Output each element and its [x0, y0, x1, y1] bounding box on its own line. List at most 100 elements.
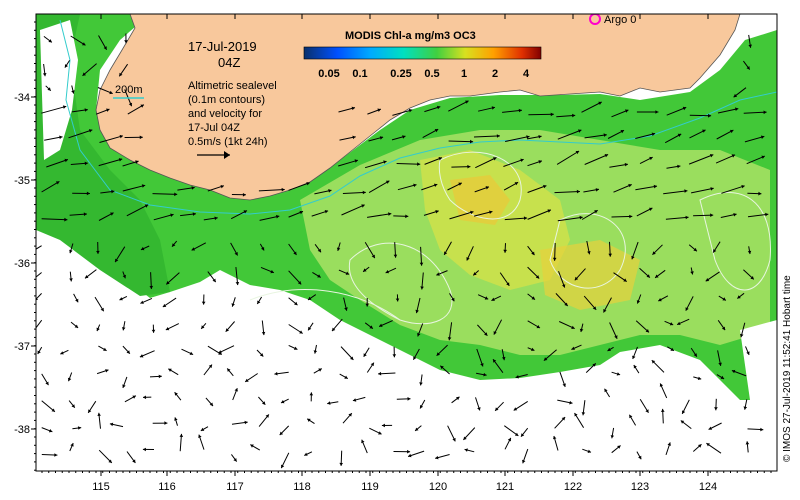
velocity-arrowhead [491, 106, 495, 110]
velocity-arrowhead [713, 249, 717, 253]
velocity-arrowhead [571, 346, 575, 350]
velocity-arrowhead [307, 418, 311, 422]
velocity-arrowhead [624, 162, 628, 167]
velocity-arrowhead [64, 217, 68, 222]
velocity-arrowhead [110, 212, 114, 216]
velocity-arrow [41, 218, 68, 221]
velocity-arrow [368, 180, 390, 194]
velocity-arrow [99, 135, 124, 143]
velocity-arrowhead [115, 258, 119, 263]
velocity-arrowhead [395, 298, 400, 302]
velocity-arrowhead [514, 182, 519, 186]
velocity-arrowhead [141, 184, 146, 188]
velocity-arrowhead [470, 139, 474, 144]
velocity-arrowhead [693, 247, 697, 252]
velocity-arrow [420, 246, 423, 266]
velocity-arrowhead [245, 378, 249, 382]
velocity-arrowhead [45, 381, 49, 386]
velocity-arrowhead [86, 191, 90, 196]
velocity-arrowhead [234, 388, 238, 392]
velocity-arrowhead [714, 407, 718, 411]
velocity-arrowhead [572, 113, 576, 118]
velocity-arrowhead [608, 253, 612, 257]
velocity-arrowhead [88, 129, 93, 133]
velocity-arrowhead [201, 301, 206, 305]
velocity-arrow [258, 189, 285, 192]
velocity-arrow [631, 241, 639, 260]
velocity-arrowhead [748, 44, 752, 48]
velocity-arrowhead [698, 444, 702, 448]
x-tick-label: 124 [699, 481, 717, 493]
velocity-arrow [504, 135, 530, 142]
velocity-arrowhead [317, 274, 321, 278]
velocity-arrowhead [139, 135, 143, 140]
velocity-arrowhead [438, 157, 442, 161]
velocity-arrowhead [447, 337, 452, 341]
velocity-arrow [688, 154, 714, 165]
velocity-arrowhead [408, 108, 413, 113]
velocity-arrowhead [434, 129, 439, 133]
velocity-arrowhead [42, 73, 47, 77]
velocity-arrowhead [638, 455, 642, 460]
velocity-arrowhead [55, 181, 60, 185]
velocity-arrow [503, 158, 524, 167]
y-tick-label: -38 [14, 424, 30, 436]
velocity-arrowhead [106, 108, 110, 112]
velocity-arrowhead [293, 251, 297, 255]
velocity-arrow [557, 129, 582, 140]
velocity-arrowhead [97, 412, 101, 416]
velocity-arrowhead [36, 297, 39, 301]
velocity-arrowhead [722, 297, 726, 301]
velocity-arrow [554, 191, 580, 194]
velocity-arrow [41, 105, 67, 114]
velocity-arrowhead [746, 351, 750, 355]
velocity-arrow [340, 346, 354, 361]
velocity-arrowhead [413, 356, 417, 360]
velocity-arrowhead [51, 408, 55, 412]
velocity-arrowhead [261, 247, 265, 251]
velocity-arrowhead [495, 407, 499, 411]
velocity-arrowhead [661, 408, 665, 412]
velocity-arrowhead [685, 215, 689, 220]
velocity-arrowhead [574, 276, 579, 281]
velocity-arrow [82, 63, 97, 77]
velocity-arrowhead [281, 187, 285, 192]
velocity-arrowhead [652, 251, 656, 255]
velocity-arrow [448, 100, 469, 112]
x-tick-label: 119 [361, 481, 379, 493]
velocity-arrowhead [165, 327, 170, 331]
velocity-arrowhead [363, 353, 367, 357]
velocity-arrowhead [493, 331, 497, 335]
velocity-arrowhead [143, 395, 147, 400]
velocity-arrow [611, 215, 633, 218]
velocity-arrowhead [747, 250, 752, 254]
x-tick-label: 121 [496, 481, 514, 493]
velocity-arrowhead [592, 306, 597, 310]
velocity-arrowhead [383, 160, 387, 164]
velocity-arrowhead [543, 357, 548, 361]
velocity-arrowhead [649, 207, 653, 211]
velocity-arrowhead [279, 431, 284, 435]
velocity-arrowhead [124, 40, 128, 44]
velocity-arrow [557, 216, 583, 222]
velocity-arrowhead [466, 257, 470, 261]
velocity-arrowhead [553, 436, 557, 440]
velocity-arrow [527, 185, 547, 193]
velocity-arrowhead [731, 369, 736, 374]
velocity-arrowhead [420, 405, 424, 409]
velocity-arrowhead [250, 444, 254, 448]
velocity-arrowhead [452, 437, 456, 442]
velocity-arrowhead [164, 421, 168, 425]
velocity-arrowhead [705, 278, 710, 282]
velocity-arrow [364, 242, 376, 259]
velocity-arrow [743, 111, 767, 114]
velocity-arrowhead [658, 298, 662, 302]
velocity-arrowhead [484, 332, 488, 336]
velocity-arrowhead [139, 354, 144, 358]
velocity-arrowhead [521, 433, 525, 437]
velocity-arrow [451, 166, 471, 168]
velocity-arrowhead [381, 423, 385, 428]
velocity-arrow [449, 211, 474, 220]
velocity-arrowhead [109, 90, 113, 95]
velocity-arrowhead [710, 213, 714, 217]
